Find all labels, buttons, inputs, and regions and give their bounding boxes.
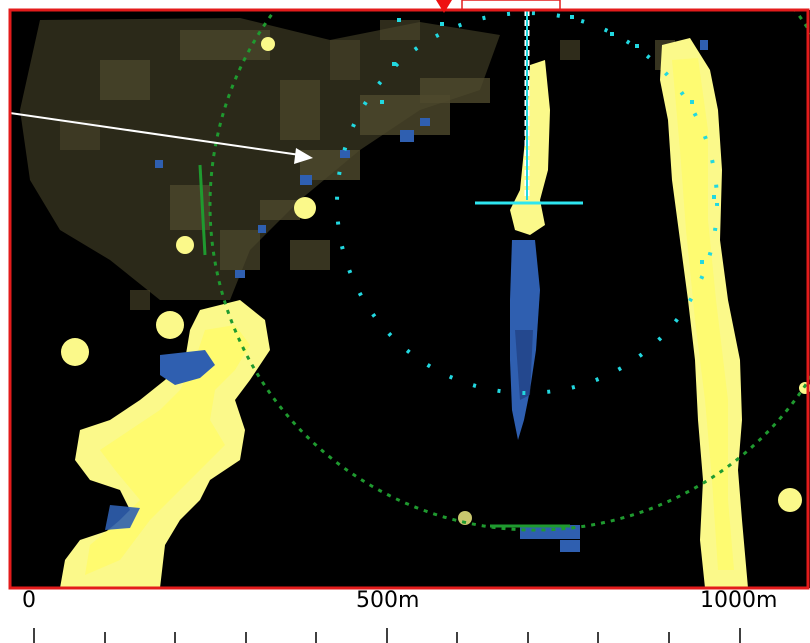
top-marker bbox=[436, 0, 561, 13]
scale-label-end: 1000m bbox=[700, 588, 778, 613]
scale-bar bbox=[33, 628, 741, 643]
pointer-arrow bbox=[10, 112, 313, 164]
range-ring-outer bbox=[198, 10, 810, 532]
olive-clutter bbox=[20, 18, 675, 310]
echo-right-band bbox=[660, 38, 748, 588]
map-border bbox=[8, 8, 810, 590]
range-ring-inner bbox=[335, 11, 719, 395]
echo-lower-left bbox=[60, 37, 810, 588]
cyan-dots bbox=[380, 15, 716, 264]
crosshair-marker bbox=[475, 10, 583, 205]
map-panel bbox=[8, 8, 810, 590]
scale-label-start: 0 bbox=[22, 588, 36, 613]
echo-central-column bbox=[510, 60, 550, 440]
scale-label-mid: 500m bbox=[356, 588, 420, 613]
